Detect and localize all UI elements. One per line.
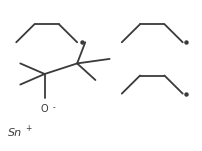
- Text: +: +: [25, 124, 31, 133]
- Text: -: -: [52, 103, 55, 112]
- Text: Sn: Sn: [8, 128, 22, 138]
- Text: O: O: [41, 104, 48, 114]
